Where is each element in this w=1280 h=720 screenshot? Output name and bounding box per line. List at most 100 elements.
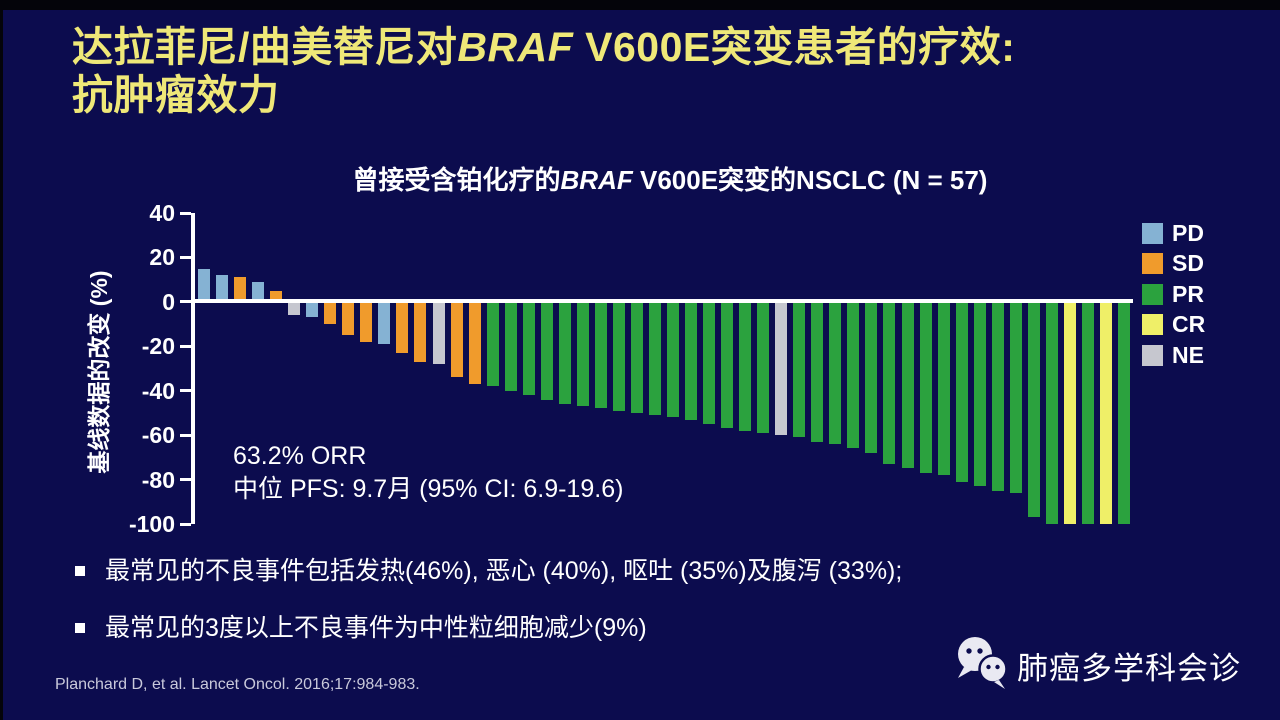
slide-title-gene: BRAF (457, 24, 574, 70)
patient-bar-pr (594, 301, 607, 409)
patient-bar-pr (757, 301, 770, 433)
legend-item-ne: NE (1142, 340, 1205, 371)
y-axis-tick (180, 211, 191, 215)
zero-baseline (195, 298, 1133, 303)
y-tick-label: -60 (141, 422, 175, 449)
patient-bar-pr (901, 301, 914, 469)
patient-bar-pr (829, 301, 842, 444)
patient-bar-pr (973, 301, 986, 487)
patient-bar-pr (1027, 301, 1040, 518)
patient-bar-pr (919, 301, 932, 473)
patient-bar-pd (198, 268, 210, 302)
patient-bar-pr (955, 301, 968, 482)
patient-bar-cr (1063, 301, 1076, 524)
patient-bar-pr (630, 301, 643, 413)
y-axis-tick (180, 344, 191, 348)
patient-bar-pr (739, 301, 752, 431)
bullet-item: 最常见的3度以上不良事件为中性粒细胞减少(9%) (75, 613, 1175, 644)
chart-title-gene: BRAF (560, 165, 633, 195)
slide-title-line2: 抗肿瘤效力 (72, 71, 280, 118)
patient-bar-sd (468, 301, 481, 385)
legend-label: PR (1172, 280, 1204, 307)
legend-item-sd: SD (1142, 249, 1205, 280)
legend-swatch-pd (1142, 222, 1163, 244)
y-tick-label: -20 (141, 333, 175, 360)
bullet-square-icon (75, 623, 85, 634)
chart-title-pre: 曾接受含铂化疗的 (352, 165, 561, 195)
patient-bar-pd (378, 301, 391, 345)
legend-swatch-sd (1142, 253, 1163, 275)
watermark-text: 肺癌多学科会诊 (1017, 651, 1241, 686)
patient-bar-pr (937, 301, 950, 476)
chart-title-post: V600E突变的NSCLC (N = 57) (632, 165, 988, 195)
y-tick-label: -80 (141, 466, 175, 493)
patient-bar-ne (775, 301, 788, 436)
patient-bar-ne (432, 301, 445, 365)
y-axis-tick (180, 255, 191, 259)
patient-bar-pr (486, 301, 499, 387)
patient-bar-pr (1045, 301, 1058, 524)
legend-label: CR (1172, 311, 1206, 338)
patient-bar-pd (306, 301, 319, 318)
slide-title-line1-post: V600E突变患者的疗效: (573, 24, 1016, 70)
patient-bar-sd (324, 301, 337, 325)
citation: Planchard D, et al. Lancet Oncol. 2016;1… (55, 676, 420, 693)
y-tick-label: 40 (149, 200, 175, 226)
patient-bar-pr (847, 301, 860, 449)
patient-bar-cr (1099, 301, 1112, 524)
legend-label: NE (1172, 341, 1204, 368)
patient-bar-pr (522, 301, 535, 396)
patient-bar-pr (1081, 301, 1094, 524)
bullet-item: 最常见的不良事件包括发热(46%), 恶心 (40%), 呕吐 (35%)及腹泻… (75, 556, 1175, 587)
legend-item-cr: CR (1142, 310, 1205, 341)
patient-bar-sd (360, 301, 373, 342)
y-tick-label: -40 (141, 377, 175, 404)
patient-bar-sd (396, 301, 409, 353)
left-black-strip (0, 0, 3, 720)
legend-swatch-ne (1142, 344, 1163, 366)
y-axis-tick (180, 389, 191, 393)
patient-bar-pr (865, 301, 878, 453)
patient-bar-pr (612, 301, 625, 411)
patient-bar-pr (558, 301, 571, 405)
patient-bar-sd (270, 290, 283, 302)
patient-bar-pr (991, 301, 1004, 491)
patient-bar-pr (811, 301, 824, 442)
patient-bar-pr (721, 301, 734, 429)
y-axis-tick (180, 433, 191, 437)
legend-swatch-pr (1142, 283, 1163, 305)
waterfall-plot: 40 20 0 -20 -40 -60 -80 -100 (129, 202, 1133, 536)
patient-bar-sd (234, 277, 247, 302)
patient-bar-sd (342, 301, 355, 336)
patient-bar-sd (414, 301, 427, 362)
patient-bar-pr (883, 301, 896, 464)
patient-bar-pr (1117, 301, 1130, 524)
y-axis-tick (180, 300, 191, 304)
patient-bar-sd (450, 301, 463, 378)
legend-label: SD (1172, 250, 1204, 277)
y-tick-label: -100 (128, 511, 175, 537)
efficacy-annotation: 63.2% ORR 中位 PFS: 9.7月 (95% CI: 6.9-19.6… (233, 440, 623, 505)
patient-bar-pr (703, 301, 716, 425)
y-tick-label: 20 (149, 244, 175, 271)
slide-title-line1-pre: 达拉菲尼/曲美替尼对 (72, 24, 458, 70)
bullet-text: 最常见的3度以上不良事件为中性粒细胞减少(9%) (105, 614, 647, 643)
patient-bar-pr (576, 301, 589, 407)
patient-bar-ne (288, 301, 301, 316)
patient-bar-pr (540, 301, 553, 400)
patient-bar-pd (216, 275, 229, 302)
patient-bar-pr (793, 301, 806, 438)
pfs-text: 中位 PFS: 9.7月 (95% CI: 6.9-19.6) (233, 474, 624, 503)
bullet-text: 最常见的不良事件包括发热(46%), 恶心 (40%), 呕吐 (35%)及腹泻… (105, 557, 903, 585)
y-axis-line (191, 213, 195, 524)
legend-item-pr: PR (1142, 279, 1205, 310)
patient-bar-pr (1009, 301, 1022, 493)
bullet-square-icon (75, 566, 85, 576)
chart-title: 曾接受含铂化疗的BRAF V600E突变的NSCLC (N = 57) (200, 160, 1140, 197)
legend-swatch-cr (1142, 314, 1163, 336)
y-axis-tick (180, 478, 191, 482)
legend-item-pd: PD (1142, 218, 1205, 249)
top-black-strip (0, 0, 1280, 10)
wechat-icon (953, 633, 1011, 698)
patient-bar-pr (648, 301, 661, 416)
